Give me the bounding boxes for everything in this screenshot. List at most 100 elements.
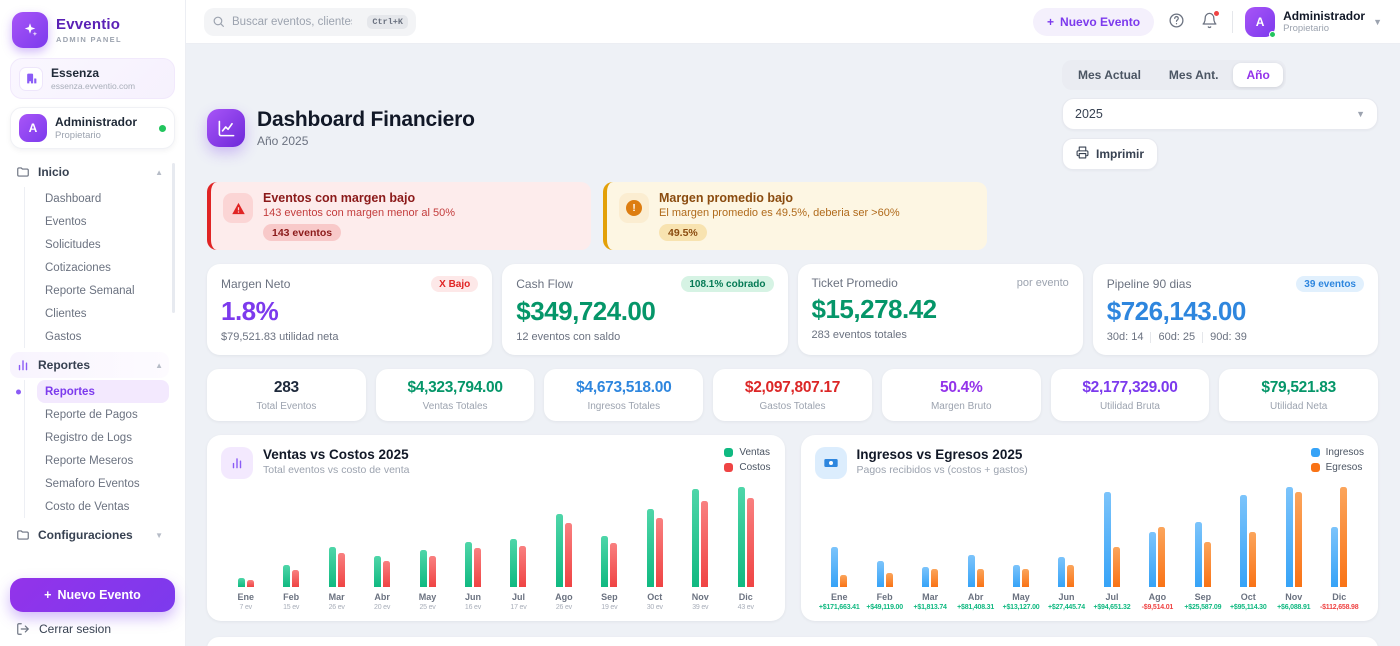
logout-button[interactable]: Cerrar sesion [10, 612, 175, 638]
brand-block: Evventio ADMIN PANEL [10, 10, 175, 58]
bar-egresos [840, 575, 848, 587]
x-axis-month-label: Abr [967, 592, 984, 602]
notifications-button[interactable] [1199, 9, 1221, 34]
search-box[interactable]: Ctrl+K [204, 7, 416, 36]
sidebar-item-clientes[interactable]: Clientes [45, 307, 87, 320]
sidebar-user-card[interactable]: A Administrador Propietario [10, 107, 175, 149]
x-axis-month-label: Abr [374, 592, 390, 602]
mini-stat-label: Ingresos Totales [587, 401, 661, 412]
alert-danger: Eventos con margen bajo 143 eventos con m… [207, 182, 591, 250]
x-tick-abr: Abr 20 ev [359, 592, 404, 611]
x-axis-sublabel: +$25,587.09 [1184, 604, 1222, 611]
avatar: A [1245, 6, 1277, 38]
new-event-button[interactable]: + Nuevo Evento [1033, 7, 1155, 36]
sidebar-item-reportes[interactable]: Reportes [37, 380, 169, 403]
x-axis-month-label: Ago [1148, 592, 1167, 602]
sidebar-item-reporte-de-pagos[interactable]: Reporte de Pagos [45, 408, 138, 421]
period-tabs: Mes Actual Mes Ant. Año [1062, 60, 1286, 90]
sidebar-item-reporte-semanal[interactable]: Reporte Semanal [45, 284, 135, 297]
x-axis-sublabel: 17 ev [510, 604, 527, 611]
sidebar-item-solicitudes[interactable]: Solicitudes [45, 238, 101, 251]
kpi-subtitle: $79,521.83 utilidad neta [221, 331, 478, 343]
x-axis-month-label: May [418, 592, 437, 602]
x-axis-sublabel: 7 ev [239, 604, 253, 611]
sidebar-item-eventos[interactable]: Eventos [45, 215, 87, 228]
user-menu[interactable]: A Administrador Propietario ▼ [1245, 6, 1382, 38]
print-button[interactable]: Imprimir [1062, 138, 1159, 170]
bar-ingresos [1058, 557, 1066, 587]
legend-swatch [724, 448, 734, 457]
workspace-domain: essenza.evventio.com [51, 81, 136, 91]
sidebar-item-dashboard[interactable]: Dashboard [45, 192, 102, 205]
x-axis-sublabel: 30 ev [646, 604, 663, 611]
bar-group-may [998, 487, 1043, 587]
bar-costos [337, 553, 345, 587]
sidebar-section-configuraciones[interactable]: Configuraciones ▼ [10, 522, 169, 548]
x-axis-month-label: Ene [237, 592, 254, 602]
x-axis-sublabel: +$6,088.91 [1277, 604, 1311, 611]
x-tick-abr: Abr +$81,408.31 [953, 592, 998, 611]
mini-stat-value: $79,521.83 [1261, 379, 1336, 396]
sidebar-new-event-button[interactable]: + Nuevo Evento [10, 578, 175, 612]
tab-mes-actual[interactable]: Mes Actual [1078, 68, 1141, 82]
year-select[interactable]: 2025 ▼ [1062, 98, 1378, 130]
sidebar-section-reportes[interactable]: Reportes ▲ [10, 352, 169, 378]
legend-swatch [724, 463, 734, 472]
alert-warning: ! Margen promedio bajo El margen promedio … [603, 182, 987, 250]
x-axis-month-label: Nov [691, 592, 709, 602]
sidebar-item-costo-de-ventas[interactable]: Costo de Ventas [45, 500, 130, 513]
x-tick-ago: Ago -$9,514.01 [1135, 592, 1180, 611]
sidebar-item-reporte-meseros[interactable]: Reporte Meseros [45, 454, 134, 467]
help-button[interactable] [1166, 10, 1187, 34]
bar-ingresos [922, 567, 930, 587]
bar-ventas [510, 539, 518, 587]
bar-ingresos [1103, 492, 1111, 587]
legend-item-ingresos: Ingresos [1310, 447, 1364, 458]
sidebar-section-label: Inicio [38, 165, 70, 179]
x-tick-nov: Nov +$6,088.91 [1271, 592, 1316, 611]
tab-año[interactable]: Año [1233, 63, 1283, 87]
kpi-value: $15,278.42 [811, 294, 938, 324]
workspace-selector[interactable]: Essenza essenza.evventio.com [10, 58, 175, 99]
bar-ventas [464, 542, 472, 587]
alert-body: Margen promedio bajo El margen promedio e… [659, 191, 900, 241]
topbar: Ctrl+K + Nuevo Evento A [186, 0, 1400, 44]
bar-ventas [646, 509, 654, 587]
chevron-up-icon: ▲ [155, 360, 163, 370]
mini-stat-label: Margen Bruto [930, 401, 992, 412]
brand-subtitle: ADMIN PANEL [56, 35, 122, 44]
sidebar-item-semaforo-eventos[interactable]: Semaforo Eventos [45, 477, 140, 490]
sidebar-item-cotizaciones[interactable]: Cotizaciones [45, 261, 111, 274]
kpi-badge: por evento [1016, 277, 1069, 289]
bar-group-dic [1316, 487, 1361, 587]
chart-subtitle: Pagos recibidos vs (costos + gastos) [856, 464, 1028, 476]
bar-group-sep [1180, 487, 1225, 587]
search-input[interactable] [232, 15, 352, 28]
bar-group-oct [632, 487, 677, 587]
online-status-dot [1269, 30, 1277, 38]
x-axis-sublabel: 39 ev [692, 604, 709, 611]
chart-header: Ingresos vs Egresos 2025 Pagos recibidos … [814, 447, 1364, 479]
folder-icon [16, 528, 30, 542]
chart-card-ingresos-vs-egresos-2025: Ingresos vs Egresos 2025 Pagos recibidos … [800, 435, 1378, 621]
bar-group-may [405, 487, 450, 587]
bar-egresos [1158, 527, 1166, 587]
sidebar-item-registro-de-logs[interactable]: Registro de Logs [45, 431, 132, 444]
warning-triangle-icon [223, 193, 253, 223]
legend-item-costos: Costos [724, 462, 771, 473]
sidebar-item-gastos[interactable]: Gastos [45, 330, 82, 343]
tab-mes-ant-[interactable]: Mes Ant. [1168, 68, 1219, 82]
bar-ingresos [1285, 487, 1293, 587]
bar-ingresos [1194, 522, 1202, 587]
x-tick-jul: Jul +$94,651.32 [1089, 592, 1134, 611]
chart-x-axis: Ene +$171,663.41 Feb +$49,119.00 Mar +$1,813.… [815, 592, 1365, 611]
sidebar-scrollbar[interactable] [172, 163, 175, 313]
user-role: Propietario [55, 130, 101, 141]
x-axis-month-label: Jul [511, 592, 525, 602]
kpi-subtitle-part: 30d: 14 [1106, 331, 1144, 343]
kpi-header: Ticket Promedio por evento [812, 276, 1069, 290]
sidebar-section-inicio[interactable]: Inicio ▲ [10, 159, 169, 185]
bar-ingresos [1331, 527, 1339, 587]
alert-title: Eventos con margen bajo [263, 191, 416, 205]
